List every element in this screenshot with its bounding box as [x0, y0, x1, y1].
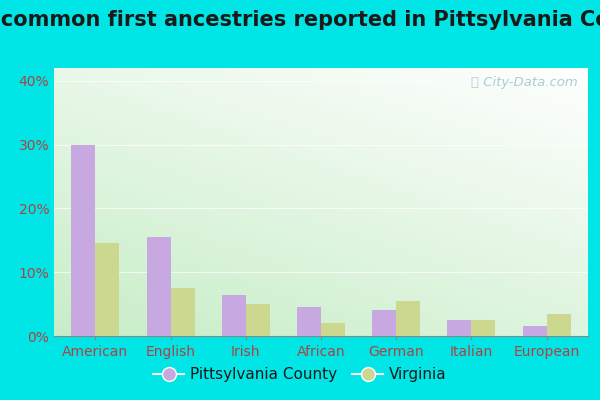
- Bar: [71, 144, 95, 336]
- Bar: [170, 288, 194, 336]
- Bar: [547, 314, 571, 336]
- Bar: [448, 320, 472, 336]
- Bar: [95, 244, 119, 336]
- Legend: Pittsylvania County, Virginia: Pittsylvania County, Virginia: [147, 361, 453, 388]
- Bar: [372, 310, 396, 336]
- Text: ⓘ City-Data.com: ⓘ City-Data.com: [470, 76, 577, 89]
- Bar: [472, 320, 496, 336]
- Bar: [246, 304, 270, 336]
- Bar: [523, 326, 547, 336]
- Bar: [146, 237, 170, 336]
- Bar: [297, 307, 321, 336]
- Bar: [396, 301, 420, 336]
- Bar: [321, 323, 345, 336]
- Bar: [222, 294, 246, 336]
- Text: Most common first ancestries reported in Pittsylvania County: Most common first ancestries reported in…: [0, 10, 600, 30]
